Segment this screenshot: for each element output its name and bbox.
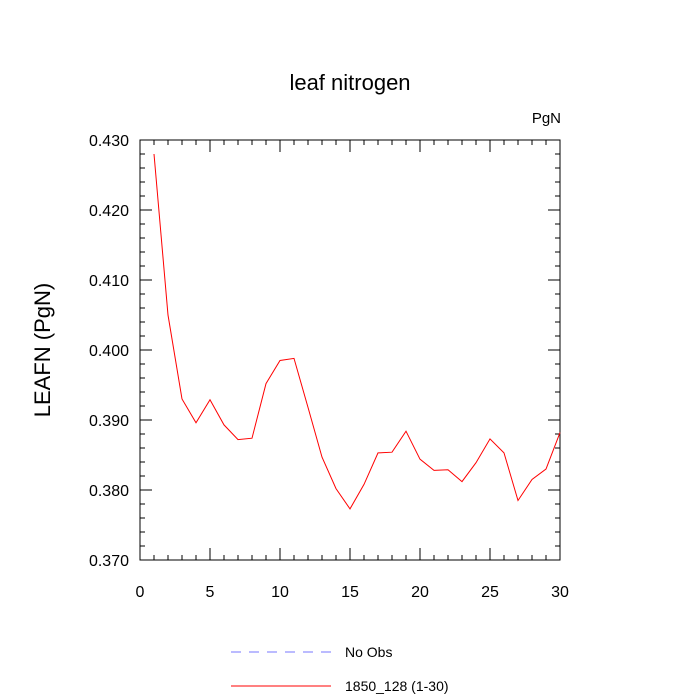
axis-ticks — [139, 139, 561, 561]
y-axis-label: LEAFN (PgN) — [30, 283, 55, 417]
x-tick-label: 25 — [481, 584, 499, 601]
x-tick-label: 10 — [271, 584, 289, 601]
y-tick-label: 0.430 — [89, 133, 129, 150]
legend-label: No Obs — [345, 644, 392, 660]
x-tick-label: 15 — [341, 584, 359, 601]
x-tick-label: 30 — [551, 584, 569, 601]
y-tick-label: 0.390 — [89, 413, 129, 430]
x-tick-label: 0 — [136, 584, 145, 601]
y-tick-label: 0.400 — [89, 343, 129, 360]
chart-title: leaf nitrogen — [289, 70, 410, 95]
y-tick-label: 0.380 — [89, 483, 129, 500]
y-tick-label: 0.370 — [89, 553, 129, 570]
series-line — [153, 153, 561, 510]
y-tick-label: 0.410 — [89, 273, 129, 290]
y-tick-label: 0.420 — [89, 203, 129, 220]
x-tick-label: 20 — [411, 584, 429, 601]
axis-tick-labels: 0 5 10 15 20 25 30 0.370 0.380 0.390 0.400 0.410 0.4… — [89, 133, 569, 601]
legend-label: 1850_128 (1-30) — [345, 678, 449, 694]
series-group — [153, 153, 561, 510]
plot-frame — [139, 139, 561, 561]
legend: No Obs 1850_128 (1-30) — [231, 644, 449, 694]
units-label: PgN — [532, 110, 561, 127]
x-tick-label: 5 — [206, 584, 215, 601]
